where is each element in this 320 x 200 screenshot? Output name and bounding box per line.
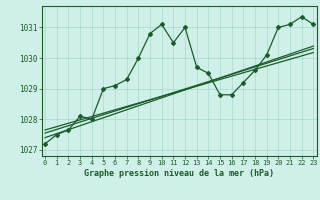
X-axis label: Graphe pression niveau de la mer (hPa): Graphe pression niveau de la mer (hPa) (84, 169, 274, 178)
